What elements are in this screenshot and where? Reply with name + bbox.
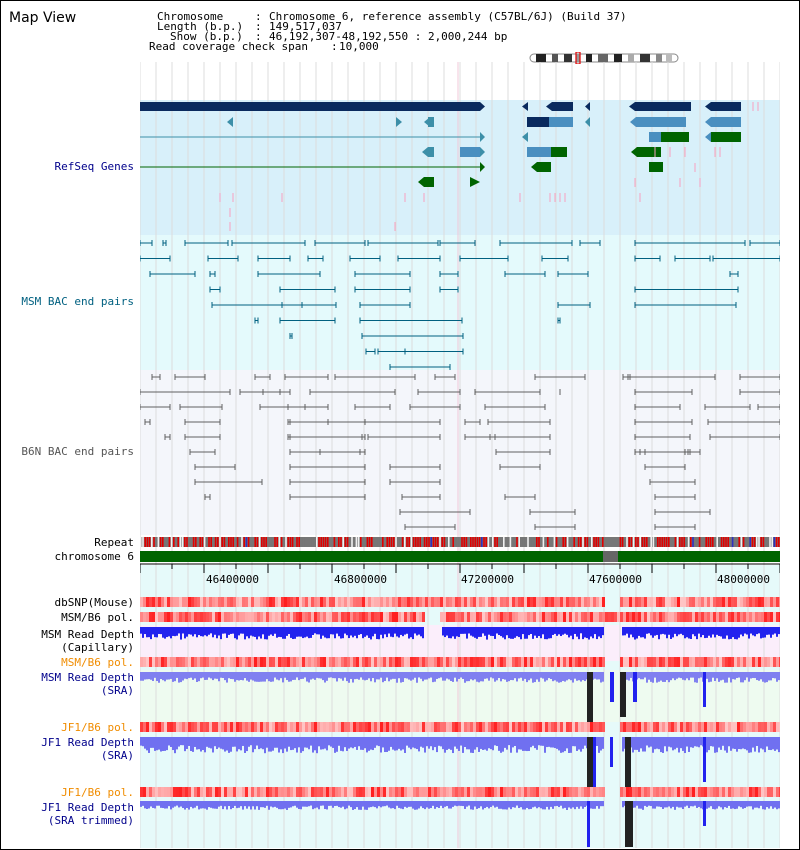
window-title: Map View — [9, 10, 77, 26]
track-label-msm-b6-pol-2[interactable]: MSM/B6 pol. — [61, 656, 134, 669]
show-key: Show (b.p.) — [170, 30, 243, 43]
track-label-jf1-depth-trim-2: (SRA trimmed) — [47, 814, 134, 827]
jf1-sra-depth-bars — [140, 737, 780, 797]
colon-1: : — [255, 10, 262, 23]
track-label-msm-depth-sra-1[interactable]: MSM Read Depth — [41, 671, 134, 684]
length-key: Length (b.p.) — [157, 20, 244, 33]
show-value: 46,192,307-48,192,550 : 2,000,244 bp — [269, 30, 508, 43]
chromosome-key: Chromosome — [157, 10, 224, 23]
variation-depth-tracks[interactable] — [140, 596, 780, 848]
jf1-trimmed-depth-bars — [140, 801, 780, 847]
track-label-msm-depth-sra-2: (SRA) — [100, 684, 134, 697]
msm-b6-pol-heat-strip-1 — [140, 612, 780, 622]
position-axis — [140, 563, 780, 573]
track-label-jf1-b6-pol-2[interactable]: JF1/B6 pol. — [61, 786, 134, 799]
track-label-msm-bac[interactable]: MSM BAC end pairs — [21, 295, 134, 308]
track-label-jf1-b6-pol-1[interactable]: JF1/B6 pol. — [61, 721, 134, 734]
colon-2: : — [255, 20, 262, 33]
length-value: 149,517,037 — [269, 20, 342, 33]
track-label-refseq[interactable]: RefSeq Genes — [54, 160, 134, 173]
axis-tick-label-4: 47600000 — [589, 573, 642, 586]
gene-bar — [140, 102, 480, 111]
track-label-chromosome[interactable]: chromosome 6 — [54, 550, 134, 563]
grid-lines — [140, 62, 780, 848]
colon-4: : — [331, 40, 338, 53]
track-label-jf1-depth-sra-1[interactable]: JF1 Read Depth — [41, 736, 134, 749]
track-label-jf1-depth-sra-2: (SRA) — [100, 749, 134, 762]
chromosome-ideogram[interactable] — [528, 52, 680, 64]
track-label-repeat[interactable]: Repeat — [94, 536, 134, 549]
axis-tick-label-2: 46800000 — [334, 573, 387, 586]
track-label-msm-depth-cap-1[interactable]: MSM Read Depth — [41, 628, 134, 641]
axis-tick-label-3: 47200000 — [461, 573, 514, 586]
coverage-value: 10,000 — [339, 40, 379, 53]
msm-sra-depth-bars — [140, 672, 780, 724]
track-label-msm-depth-cap-2: (Capillary) — [61, 641, 134, 654]
refseq-genes-track[interactable] — [140, 100, 780, 235]
jf1-b6-pol-heat-strip-1 — [140, 722, 780, 732]
axis-tick-label-5: 48000000 — [717, 573, 770, 586]
axis-tick-label-1: 46400000 — [206, 573, 259, 586]
track-label-b6n-bac[interactable]: B6N BAC end pairs — [21, 445, 134, 458]
msm-b6-pol-heat-strip-2 — [140, 657, 780, 667]
jf1-b6-pol-heat-strip-2 — [140, 787, 780, 797]
track-label-jf1-depth-trim-1[interactable]: JF1 Read Depth — [41, 801, 134, 814]
dbsnp-heat-strip — [140, 597, 780, 607]
repeat-track[interactable] — [140, 537, 780, 547]
track-label-msm-b6-pol-1[interactable]: MSM/B6 pol. — [61, 611, 134, 624]
b6n-bac-track[interactable] — [140, 370, 780, 535]
coverage-key: Read coverage check span — [149, 40, 308, 53]
track-label-dbsnp[interactable]: dbSNP(Mouse) — [54, 596, 134, 609]
chromosome-value: Chromosome 6, reference assembly (C57BL/… — [269, 10, 627, 23]
colon-3: : — [255, 30, 262, 43]
msm-bac-track[interactable] — [140, 235, 780, 370]
msm-capillary-depth-bars — [140, 627, 780, 640]
chromosome-bar[interactable] — [140, 551, 780, 562]
